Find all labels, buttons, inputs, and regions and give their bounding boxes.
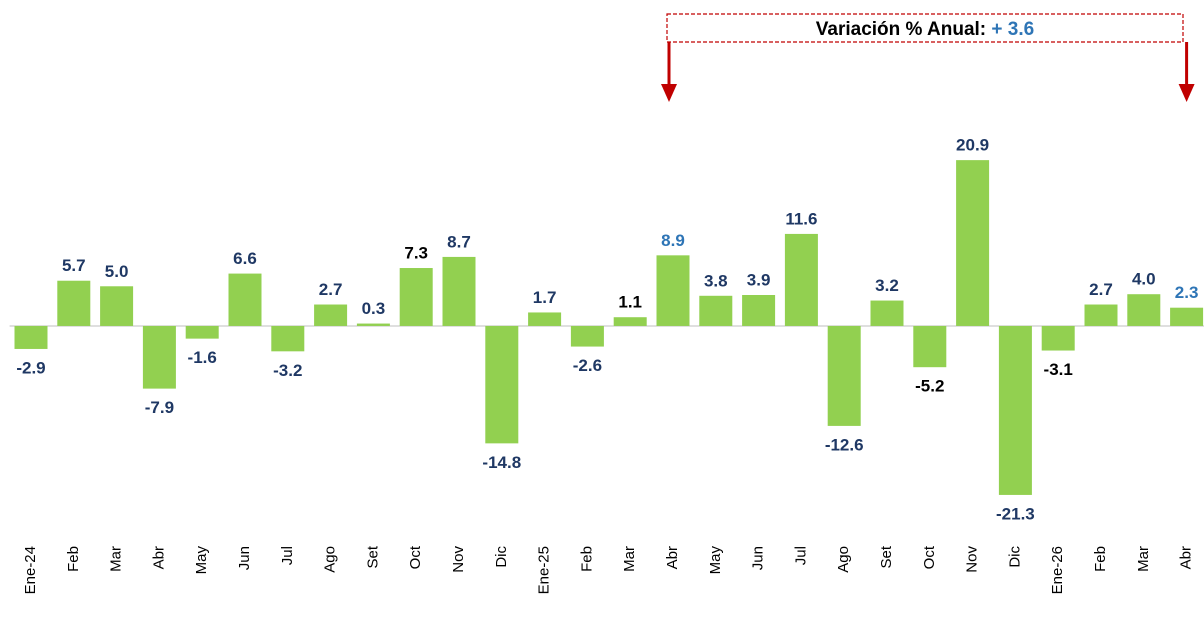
annotation-text: Variación % Anual:: [816, 19, 986, 40]
x-tick-label: Mar: [1135, 546, 1152, 572]
bar: [14, 325, 48, 349]
bar: [742, 295, 776, 326]
value-label: -7.9: [145, 398, 174, 417]
value-label: -5.2: [915, 377, 944, 396]
x-tick-label: Jun: [236, 546, 253, 570]
x-tick-label: Dic: [493, 546, 510, 568]
value-label: 11.6: [785, 209, 817, 228]
bar: [1170, 307, 1204, 326]
x-tick-label: Ene-24: [22, 546, 39, 594]
bar: [1084, 304, 1118, 326]
x-tick-label: Set: [364, 545, 381, 568]
x-tick-label: Set: [878, 545, 895, 568]
value-label: 6.6: [233, 249, 257, 268]
bar: [356, 323, 390, 326]
annotation: Variación % Anual: + 3.6: [816, 19, 1034, 40]
x-tick-label: Oct: [921, 545, 938, 569]
x-tick-label: Feb: [578, 546, 595, 572]
x-tick-label: Abr: [664, 546, 681, 569]
bar: [998, 325, 1032, 495]
value-label: 0.3: [362, 299, 386, 318]
x-tick-label: Ago: [322, 546, 339, 573]
bar: [100, 286, 134, 326]
bar: [185, 325, 219, 339]
x-tick-label: Ene-25: [536, 546, 553, 594]
value-label: -2.6: [573, 356, 602, 375]
bar: [613, 317, 647, 326]
value-label: 5.7: [62, 256, 86, 275]
bar: [485, 325, 519, 444]
value-label: 20.9: [956, 136, 989, 155]
bar: [528, 312, 562, 326]
x-tick-label: Abr: [150, 546, 167, 569]
annotation-arrowhead: [1178, 84, 1195, 102]
bar: [442, 256, 476, 326]
x-tick-label: Ago: [835, 546, 852, 573]
bar: [870, 300, 904, 326]
value-label: 4.0: [1132, 270, 1156, 289]
x-tick-label: May: [193, 546, 210, 575]
x-tick-label: Mar: [621, 546, 638, 572]
bar: [913, 325, 947, 368]
x-tick-label: Jun: [750, 546, 767, 570]
x-tick-label: Oct: [407, 545, 424, 569]
bar: [142, 325, 176, 389]
x-tick-label: Jul: [792, 546, 809, 565]
bar: [271, 325, 305, 352]
bar: [784, 233, 818, 326]
value-label: 8.9: [661, 231, 685, 250]
annotation-arrowhead: [661, 84, 677, 102]
x-tick-label: Nov: [450, 546, 467, 573]
value-label: -12.6: [825, 435, 864, 454]
x-tick-label: May: [707, 546, 724, 575]
annotation-value: + 3.6: [991, 19, 1034, 40]
value-label: -14.8: [482, 453, 521, 472]
value-label: -1.6: [188, 348, 217, 367]
bar: [314, 304, 348, 326]
value-label: 2.7: [1089, 280, 1113, 299]
bar: [656, 255, 690, 326]
x-tick-label: Abr: [1178, 546, 1195, 569]
bar: [1041, 325, 1075, 351]
annotation-box: [666, 13, 1184, 43]
bar: [399, 268, 433, 326]
x-tick-label: Nov: [964, 546, 981, 573]
value-label: 2.3: [1175, 283, 1199, 302]
value-label: 1.7: [533, 288, 557, 307]
bar: [228, 273, 262, 326]
value-label: -3.1: [1044, 360, 1073, 379]
value-label: -2.9: [16, 358, 45, 377]
value-label: -3.2: [273, 361, 302, 380]
x-tick-label: Mar: [108, 546, 125, 572]
bar: [699, 295, 733, 326]
value-label: 3.8: [704, 271, 728, 290]
bar: [1127, 294, 1161, 326]
value-label: 2.7: [319, 280, 343, 299]
x-tick-label: Jul: [279, 546, 296, 565]
value-label: 1.1: [618, 293, 642, 312]
bar: [827, 325, 861, 426]
x-tick-label: Feb: [65, 546, 82, 572]
bar: [570, 325, 604, 347]
value-label: 7.3: [404, 244, 428, 263]
bar: [956, 160, 990, 326]
value-label: 3.2: [875, 276, 899, 295]
value-label: 3.9: [747, 270, 771, 289]
value-label: 8.7: [447, 232, 471, 251]
x-tick-label: Dic: [1006, 546, 1023, 568]
value-label: -21.3: [996, 504, 1035, 523]
x-tick-label: Ene-26: [1049, 546, 1066, 594]
bar: [57, 280, 91, 326]
value-label: 5.0: [105, 262, 129, 281]
x-tick-label: Feb: [1092, 546, 1109, 572]
